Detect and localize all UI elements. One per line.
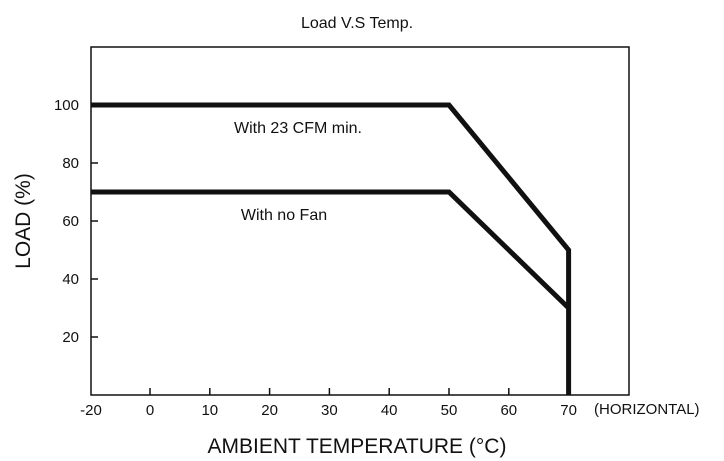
x-tick-label: -20 (80, 402, 102, 419)
x-axis-suffix: (HORIZONTAL) (594, 401, 700, 418)
y-tick-label: 40 (62, 271, 79, 288)
x-tick-label: 20 (261, 402, 278, 419)
x-tick-label: 30 (321, 402, 338, 419)
y-tick-label: 20 (62, 329, 79, 346)
x-tick-label: 60 (500, 402, 517, 419)
y-tick-label: 100 (54, 97, 79, 114)
x-axis-ticks: -20 0 10 20 30 40 50 60 70 (80, 388, 577, 419)
series-layer (91, 102, 572, 395)
y-axis-label: LOAD (%) (12, 173, 35, 269)
series-line-no-fan (91, 189, 571, 310)
x-tick-label: 50 (441, 402, 458, 419)
x-tick-label: 70 (560, 402, 577, 419)
series-label-no-fan: With no Fan (241, 207, 327, 224)
x-tick-label: 10 (201, 402, 218, 419)
series-label-23cfm: With 23 CFM min. (234, 120, 362, 137)
x-tick-label: 40 (381, 402, 398, 419)
y-tick-label: 80 (62, 155, 79, 172)
y-tick-label: 60 (62, 213, 79, 230)
x-tick-label: 0 (146, 402, 154, 419)
chart-title: Load V.S Temp. (301, 15, 413, 32)
series-line-23cfm (91, 102, 572, 395)
plot-frame (90, 46, 630, 396)
x-axis-label: AMBIENT TEMPERATURE (°C) (208, 435, 507, 458)
